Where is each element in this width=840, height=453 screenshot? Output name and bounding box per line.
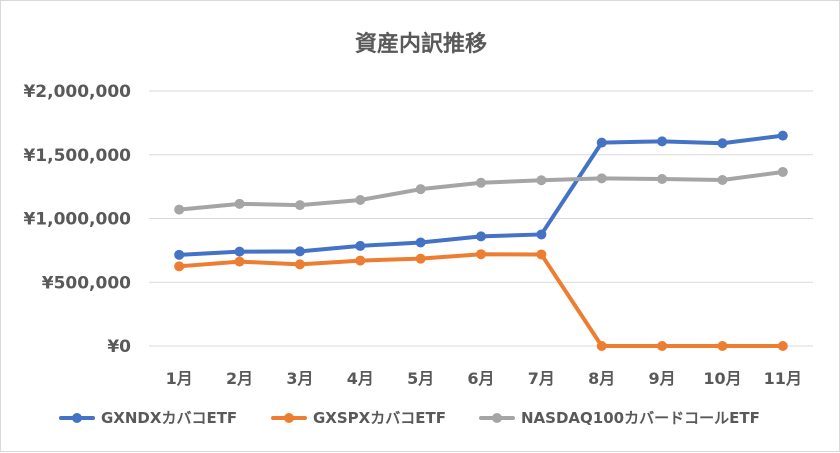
- data-point: [476, 231, 486, 242]
- legend: GXNDXカバコETF GXSPXカバコETF NASDAQ100カバードコールET…: [59, 409, 760, 427]
- y-tick-label: ¥500,000: [42, 273, 131, 293]
- legend-item: NASDAQ100カバードコールETF: [479, 409, 760, 427]
- data-point: [294, 200, 305, 211]
- gridlines: [149, 90, 813, 347]
- legend-swatch-marker: [72, 413, 82, 423]
- data-point: [174, 261, 185, 272]
- x-axis-tick-labels: 1月 2月 3月 4月 5月 6月 7月 8月 9月 10月 11月: [166, 369, 802, 388]
- data-point: [717, 174, 728, 185]
- x-tick-label: 6月: [467, 369, 494, 388]
- series-2: [174, 166, 788, 215]
- data-point: [657, 341, 668, 351]
- y-axis-tick-labels: ¥0 ¥500,000 ¥1,000,000 ¥1,500,000 ¥2,000,000: [23, 82, 131, 357]
- series-1: [174, 249, 788, 351]
- x-tick-label: 11月: [764, 369, 802, 388]
- data-point: [234, 256, 245, 267]
- data-point: [536, 229, 547, 240]
- chart-title: 資産内訳推移: [355, 31, 487, 57]
- legend-item: GXSPXカバコETF: [271, 409, 446, 427]
- x-tick-label: 9月: [649, 369, 676, 388]
- data-point: [294, 246, 305, 257]
- legend-swatch-marker: [492, 413, 502, 423]
- data-point: [476, 249, 486, 260]
- data-point: [657, 136, 668, 147]
- legend-label: GXSPXカバコETF: [313, 409, 446, 427]
- legend-label: NASDAQ100カバードコールETF: [521, 409, 760, 427]
- legend-swatch-marker: [284, 413, 294, 423]
- data-point: [536, 175, 547, 186]
- data-point: [415, 237, 426, 248]
- x-tick-label: 3月: [286, 369, 313, 388]
- data-point: [777, 341, 788, 351]
- y-tick-label: ¥1,000,000: [23, 210, 131, 230]
- legend-item: GXNDXカバコETF: [59, 409, 237, 427]
- data-point: [536, 249, 547, 260]
- series-line: [177, 252, 785, 348]
- data-point: [355, 255, 366, 266]
- x-tick-label: 8月: [588, 369, 615, 388]
- data-point: [717, 341, 728, 351]
- y-tick-label: ¥2,000,000: [23, 82, 131, 102]
- legend-label: GXNDXカバコETF: [101, 409, 237, 427]
- x-tick-label: 5月: [407, 369, 434, 388]
- data-point: [777, 130, 788, 141]
- data-point: [777, 166, 788, 177]
- data-point: [234, 246, 245, 257]
- x-tick-label: 1月: [166, 369, 193, 388]
- data-point: [174, 204, 185, 215]
- data-point: [355, 240, 366, 251]
- data-point: [657, 173, 668, 184]
- data-point: [174, 249, 185, 260]
- y-tick-label: ¥1,500,000: [23, 146, 131, 166]
- data-point: [415, 253, 426, 264]
- data-point: [355, 195, 366, 206]
- x-tick-label: 4月: [347, 369, 374, 388]
- data-point: [717, 138, 728, 149]
- data-point: [234, 198, 245, 209]
- series-line: [177, 169, 785, 212]
- data-point: [415, 184, 426, 195]
- data-point: [596, 173, 607, 184]
- y-tick-label: ¥0: [107, 337, 131, 357]
- x-tick-label: 2月: [226, 369, 253, 388]
- data-point: [294, 259, 305, 270]
- series-lines: [174, 130, 788, 351]
- series-0: [174, 130, 788, 260]
- x-tick-label: 10月: [703, 369, 741, 388]
- data-point: [476, 177, 486, 188]
- data-point: [596, 341, 607, 351]
- data-point: [596, 137, 607, 148]
- x-tick-label: 7月: [528, 369, 555, 388]
